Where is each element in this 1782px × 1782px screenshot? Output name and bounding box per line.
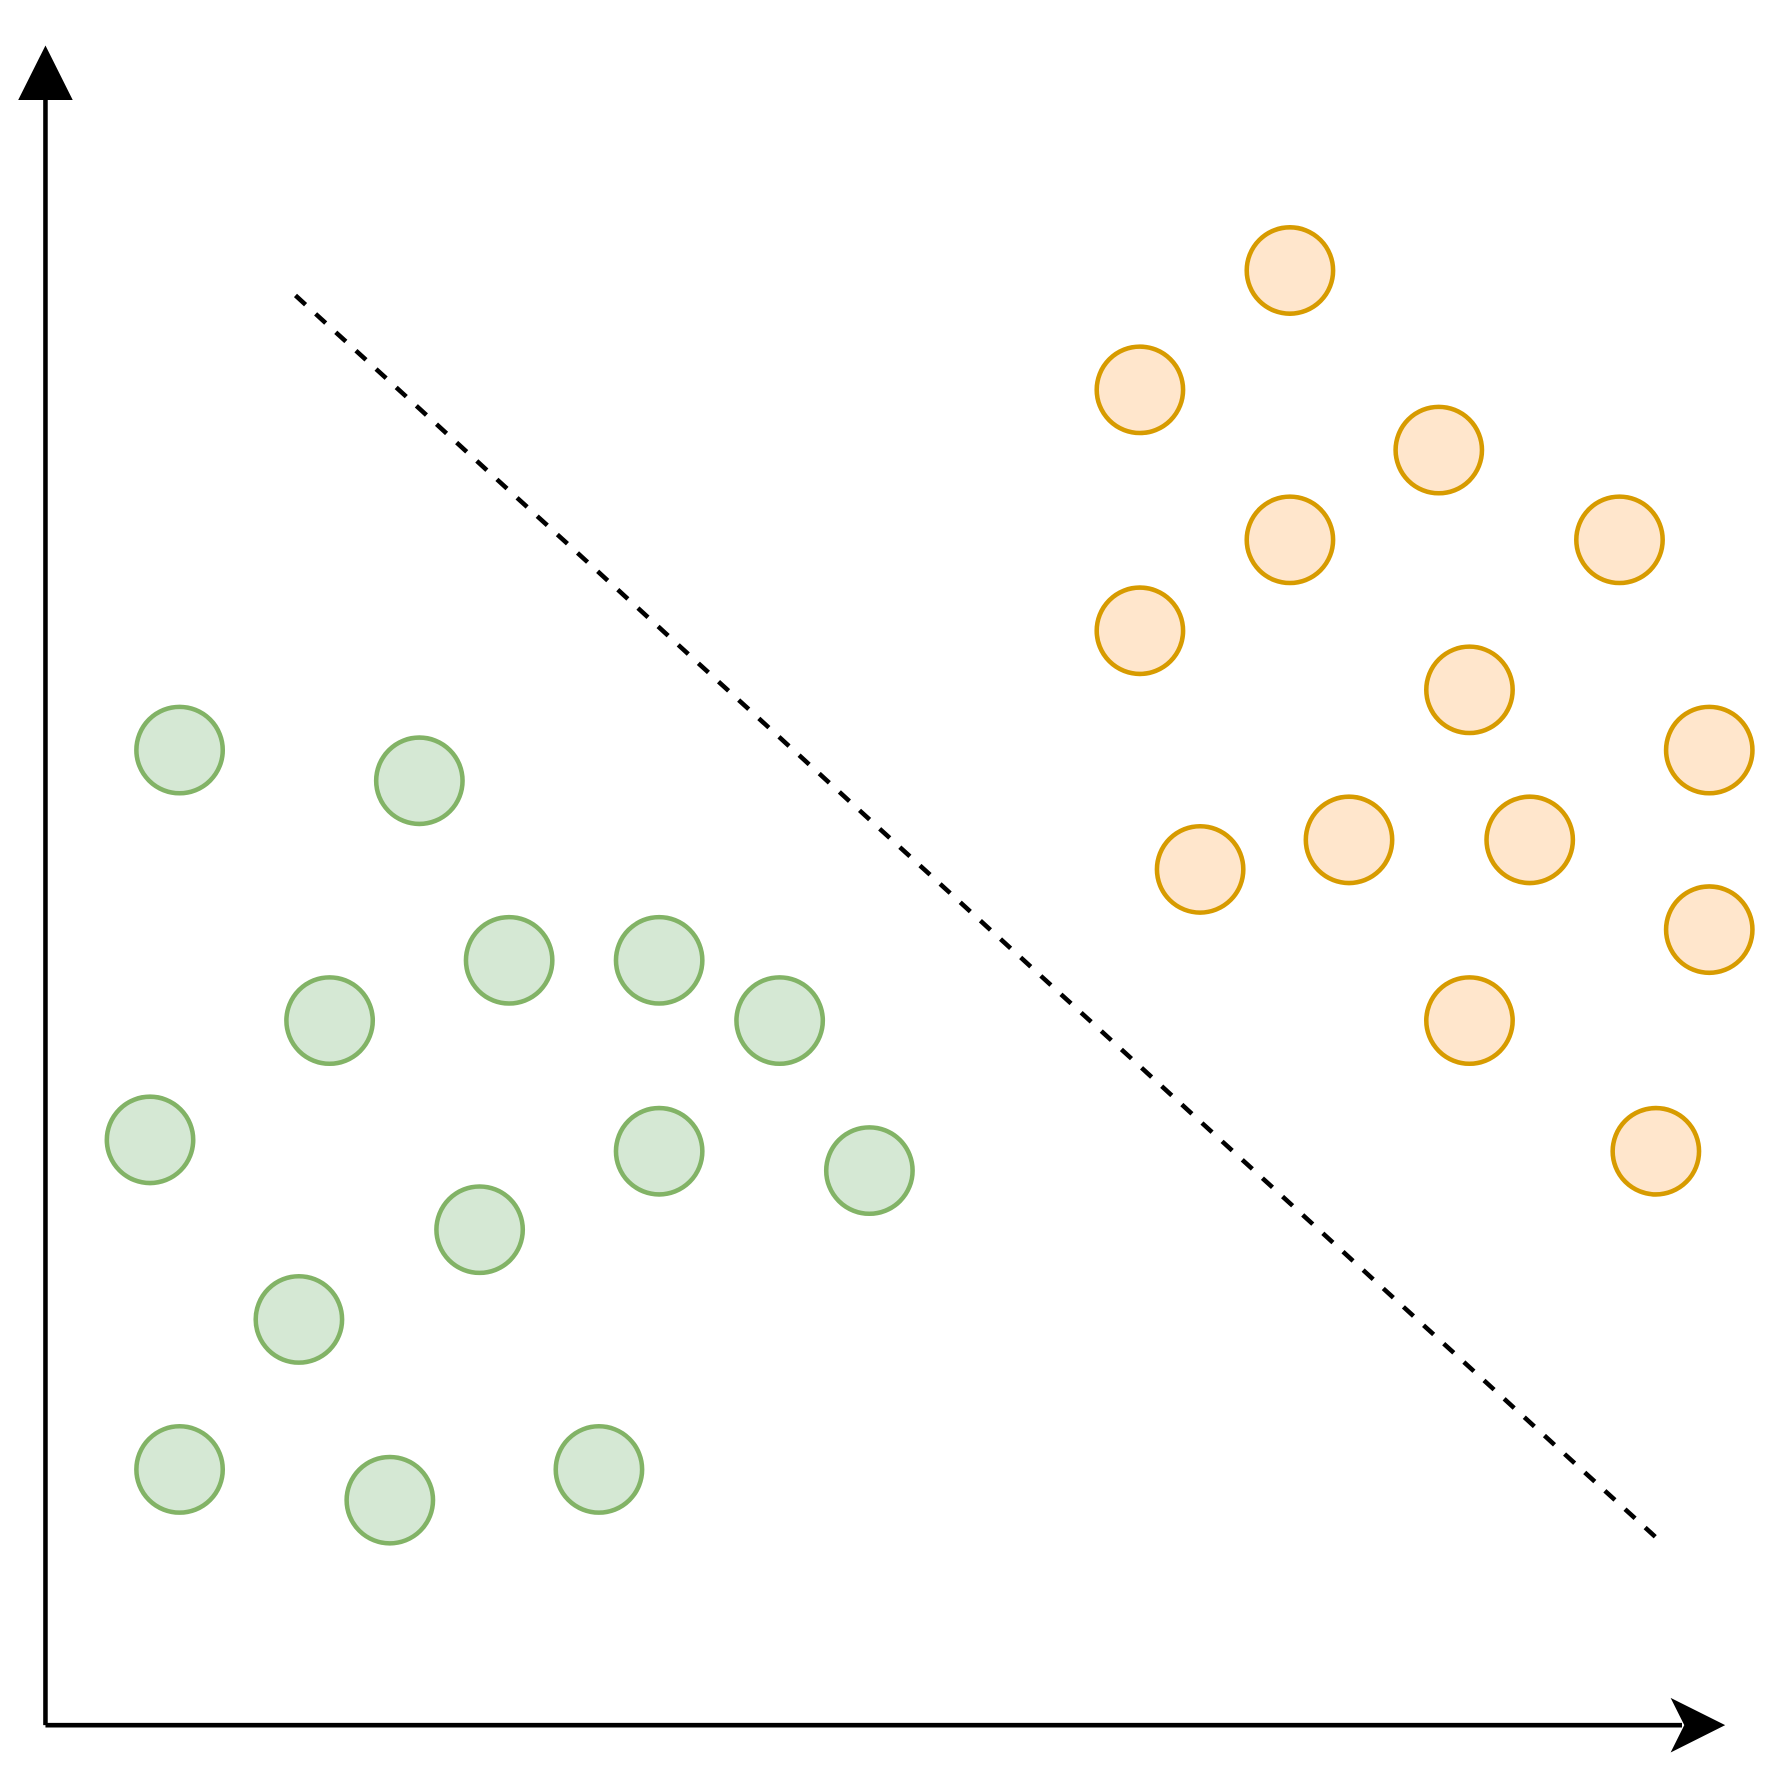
point	[613, 1105, 705, 1197]
point	[553, 1424, 645, 1515]
point	[1244, 225, 1336, 316]
point	[284, 975, 376, 1067]
point	[253, 1273, 345, 1365]
point	[1094, 344, 1186, 436]
decision-boundary	[293, 293, 1667, 1548]
point	[134, 704, 226, 796]
point	[823, 1125, 915, 1217]
point	[1303, 794, 1395, 886]
point	[1663, 884, 1755, 976]
x-axis-arrow	[1670, 1697, 1726, 1753]
point	[104, 1094, 196, 1186]
point	[1393, 404, 1485, 496]
point	[1424, 644, 1515, 736]
point	[1244, 494, 1336, 586]
point	[1663, 704, 1755, 796]
y-axis-arrow	[18, 45, 73, 101]
point	[134, 1424, 226, 1515]
point	[1094, 585, 1186, 677]
point	[734, 975, 826, 1067]
point	[463, 914, 555, 1006]
point	[1154, 823, 1246, 915]
point	[373, 735, 465, 827]
point	[1484, 794, 1576, 886]
point	[344, 1454, 436, 1546]
point	[613, 914, 705, 1006]
point	[1574, 494, 1665, 586]
point	[434, 1184, 526, 1276]
point	[1610, 1105, 1702, 1197]
point	[1424, 975, 1515, 1067]
